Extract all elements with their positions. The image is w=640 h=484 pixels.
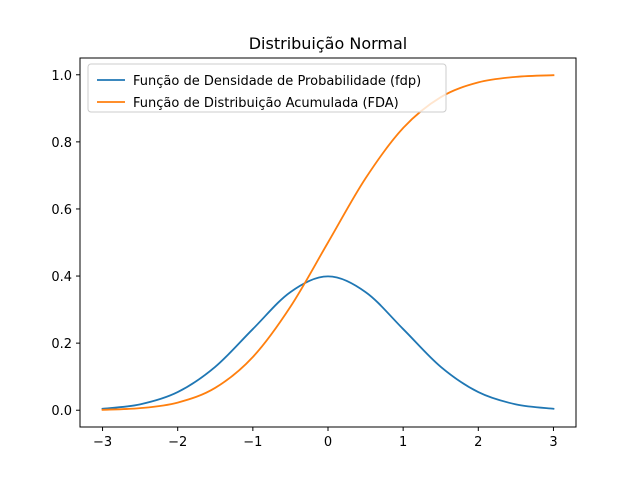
series-line-cdf xyxy=(101,74,555,411)
y-tick-label: 0.0 xyxy=(51,404,72,419)
series-line-pdf xyxy=(101,275,555,410)
legend-label: Função de Distribuição Acumulada (FDA) xyxy=(133,96,399,111)
x-tick-label: 1 xyxy=(399,435,407,450)
y-tick-label: 0.2 xyxy=(51,337,72,352)
y-tick-label: 0.6 xyxy=(51,203,72,218)
legend: Função de Densidade de Probabilidade (fd… xyxy=(87,63,447,113)
x-tick-label: 0 xyxy=(324,435,332,450)
axes: −3 −2 −1 0 1 2 3 0.0 0.2 0.4 0.6 0.8 1.0 xyxy=(51,57,577,450)
x-tick-label: −1 xyxy=(243,435,262,450)
x-tick-label: 2 xyxy=(474,435,482,450)
y-tick-label: 0.8 xyxy=(51,136,72,151)
x-tick-label: 3 xyxy=(549,435,557,450)
legend-label: Função de Densidade de Probabilidade (fd… xyxy=(133,74,421,89)
x-tick-label: −2 xyxy=(168,435,187,450)
y-tick-label: 1.0 xyxy=(51,69,72,84)
plot-area xyxy=(101,74,555,411)
legend-box xyxy=(87,63,447,113)
x-tick-label: −3 xyxy=(93,435,112,450)
y-tick-label: 0.4 xyxy=(51,270,72,285)
chart-title: Distribuição Normal xyxy=(249,34,408,53)
